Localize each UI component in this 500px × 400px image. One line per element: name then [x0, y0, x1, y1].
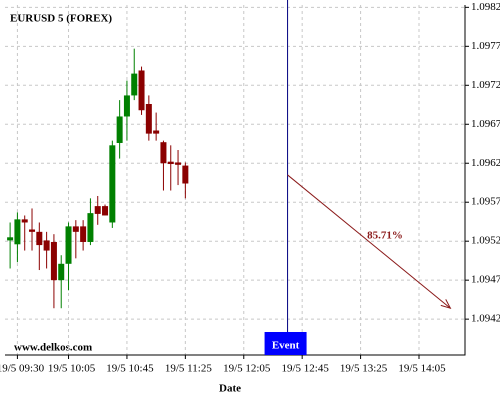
candle-body	[50, 241, 57, 281]
candle-body	[65, 226, 72, 264]
x-tick-label: 19/5 10:05	[48, 363, 96, 375]
y-tick-label: 1.0977	[471, 40, 500, 52]
candle-body	[102, 206, 109, 216]
candle-body	[29, 229, 36, 232]
candle-body	[116, 116, 123, 143]
candle-body	[58, 263, 65, 281]
y-tick-label: 1.0952	[471, 235, 500, 247]
y-tick-label: 1.0957	[471, 196, 500, 208]
x-tick-label: 19/5 11:25	[165, 363, 212, 375]
candle-body	[80, 226, 87, 242]
watermark: www.delkos.com	[14, 342, 92, 354]
candle-body	[94, 206, 101, 214]
candle-body	[7, 237, 14, 241]
candle-body	[87, 213, 94, 242]
candle-body	[138, 70, 145, 111]
x-tick-label: 19/5 10:45	[106, 363, 154, 375]
candle-body	[145, 103, 152, 134]
candle-body	[14, 219, 21, 245]
candle-body	[123, 95, 130, 117]
candle-body	[109, 145, 116, 223]
candle-body	[160, 142, 167, 164]
x-tick-label: 19/5 13:25	[340, 363, 388, 375]
candle-body	[182, 165, 189, 184]
candle-body	[36, 231, 43, 246]
candle-body	[72, 226, 79, 232]
y-tick-label: 1.0972	[471, 79, 500, 91]
x-tick-label: 19/5 09:30	[0, 363, 45, 375]
event-label: Event	[272, 340, 300, 352]
event-box	[264, 332, 307, 355]
forecast-label: 85.71%	[367, 230, 403, 242]
chart-title: EURUSD 5 (FOREX)	[10, 13, 112, 25]
y-tick-label: 1.0982	[471, 1, 500, 13]
y-tick-label: 1.0962	[471, 157, 500, 169]
candle-body	[175, 162, 182, 165]
x-axis-label: Date	[219, 383, 241, 395]
y-tick-label: 1.0947	[471, 274, 500, 286]
candle-body	[167, 161, 174, 165]
y-tick-label: 1.0967	[471, 118, 500, 130]
candle-body	[43, 240, 50, 251]
x-tick-label: 19/5 12:05	[223, 363, 271, 375]
x-tick-label: 19/5 14:05	[398, 363, 446, 375]
plot-frame	[5, 5, 466, 356]
arrow-head	[440, 299, 452, 310]
candle-body	[21, 219, 28, 223]
candle-body	[153, 130, 160, 134]
x-tick-label: 19/5 12:45	[281, 363, 329, 375]
candle-body	[131, 73, 138, 96]
forecast-arrow	[287, 174, 451, 309]
y-tick-label: 1.0942	[471, 313, 500, 325]
